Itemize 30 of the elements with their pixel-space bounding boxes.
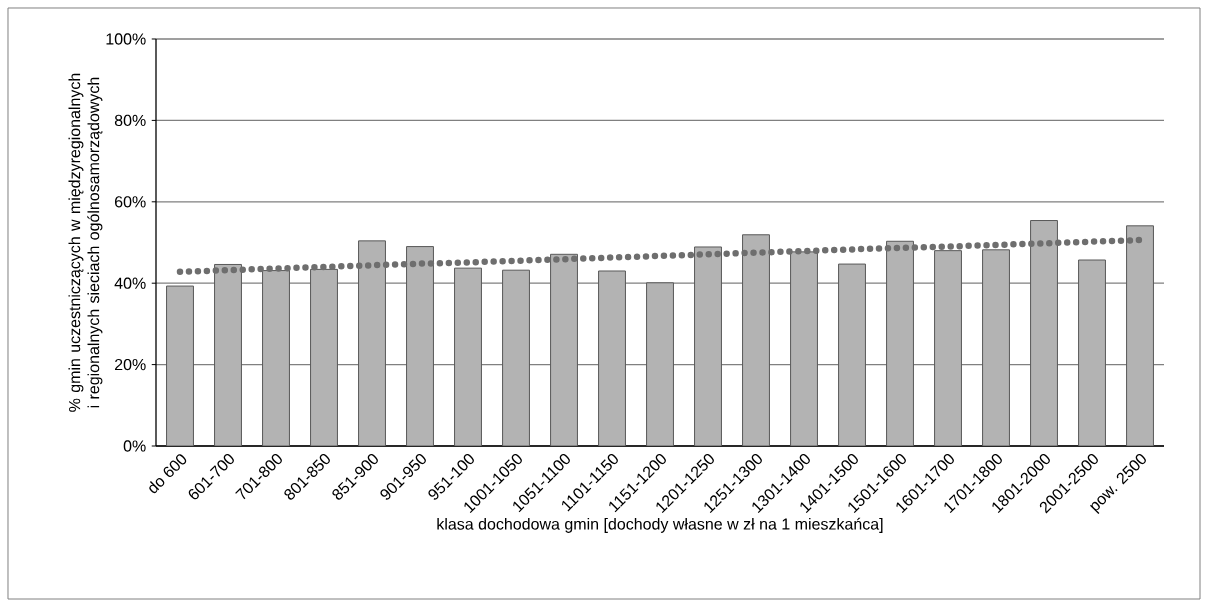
bar xyxy=(886,240,914,446)
x-tick-label: do 600 xyxy=(149,454,187,494)
bar xyxy=(1126,225,1154,446)
bar xyxy=(982,249,1010,446)
y-tick-label: 40% xyxy=(114,277,146,289)
bar xyxy=(934,250,962,446)
bar xyxy=(1078,259,1106,446)
y-tick-label: 60% xyxy=(115,196,146,208)
bar xyxy=(406,246,434,446)
y-tick-label: 80% xyxy=(114,114,146,127)
y-tick-label: 0% xyxy=(123,440,146,452)
bar xyxy=(598,270,626,446)
bar xyxy=(742,234,770,446)
x-axis-title: klasa dochodowa gmin [dochody własne w zł na 1 mieszkańca] xyxy=(437,517,883,533)
y-tick-label: 100% xyxy=(106,33,146,45)
y-axis-title: % gmin uczestniczących w międzyregionalnych i regionalnych sieciach ogólnosamorządowych xyxy=(68,73,103,412)
y-tick-label: 20% xyxy=(115,358,146,371)
bar xyxy=(646,282,674,446)
bar xyxy=(214,263,242,446)
bar xyxy=(454,267,482,446)
bar xyxy=(550,253,578,446)
bar xyxy=(838,263,866,446)
bar xyxy=(262,270,290,446)
bar xyxy=(502,269,530,446)
bar xyxy=(166,285,194,446)
bar xyxy=(790,251,818,446)
bar xyxy=(694,246,722,446)
bar xyxy=(1030,220,1058,446)
bar xyxy=(358,240,386,446)
bar xyxy=(310,268,338,446)
